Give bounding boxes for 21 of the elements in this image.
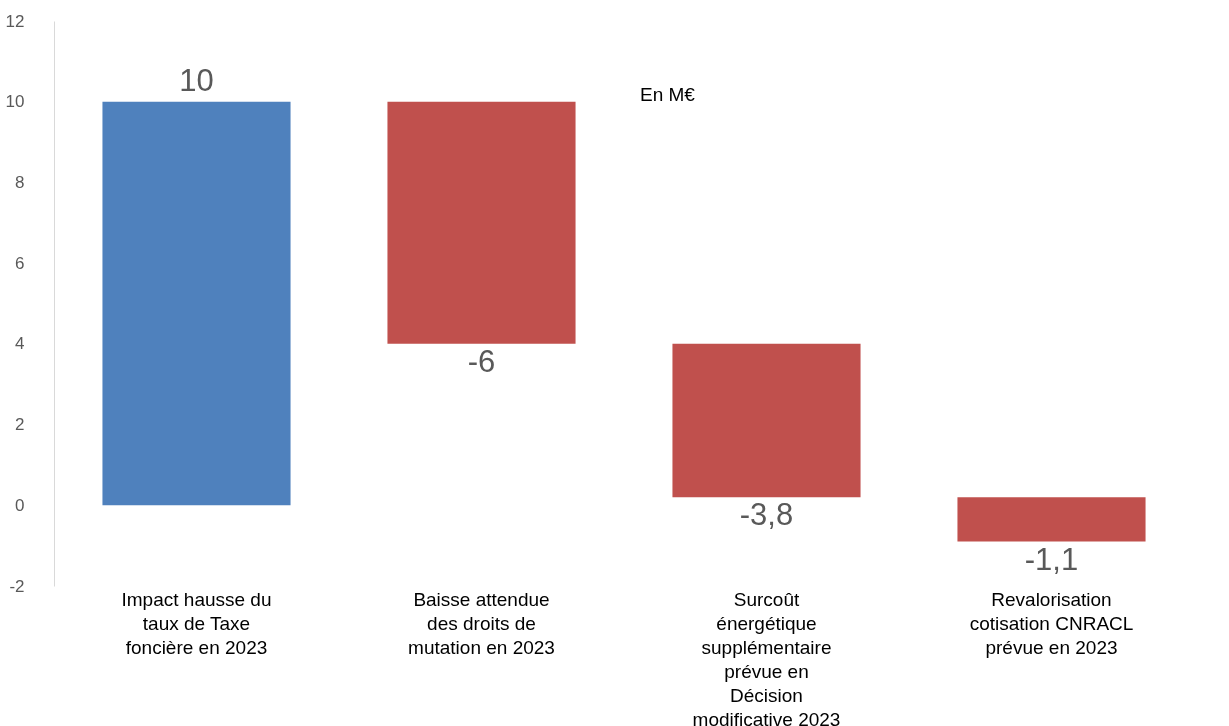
bar [957,497,1146,542]
y-tick-label: 10 [5,92,25,112]
y-tick-label: 8 [15,172,25,192]
y-tick-label: 12 [5,11,25,31]
bar [387,101,576,344]
data-label: 10 [179,62,214,98]
y-tick-label: 2 [15,415,25,435]
data-label: -6 [467,343,496,379]
unit-note: En M€ [640,84,695,106]
y-tick-label: 4 [15,334,25,354]
y-tick-label: 6 [15,253,25,273]
y-tick-label: -2 [9,576,25,596]
y-tick-label: 0 [15,495,25,515]
x-tick-label: Revalorisation cotisation CNRACL prévue en 2023 [969,588,1134,658]
data-label: -3,8 [739,497,794,533]
data-label: -1,1 [1024,541,1079,577]
bar [672,343,861,498]
x-tick-label: Impact hausse du taux de Taxe foncière en 2023 [121,588,272,658]
x-tick-label: Baisse attendue des droits de mutation en 2023 [408,588,555,658]
bar [102,101,291,506]
x-tick-label: Surcoût énergétique supplémentaire prévue en Décision modificative 2023 [692,588,841,726]
